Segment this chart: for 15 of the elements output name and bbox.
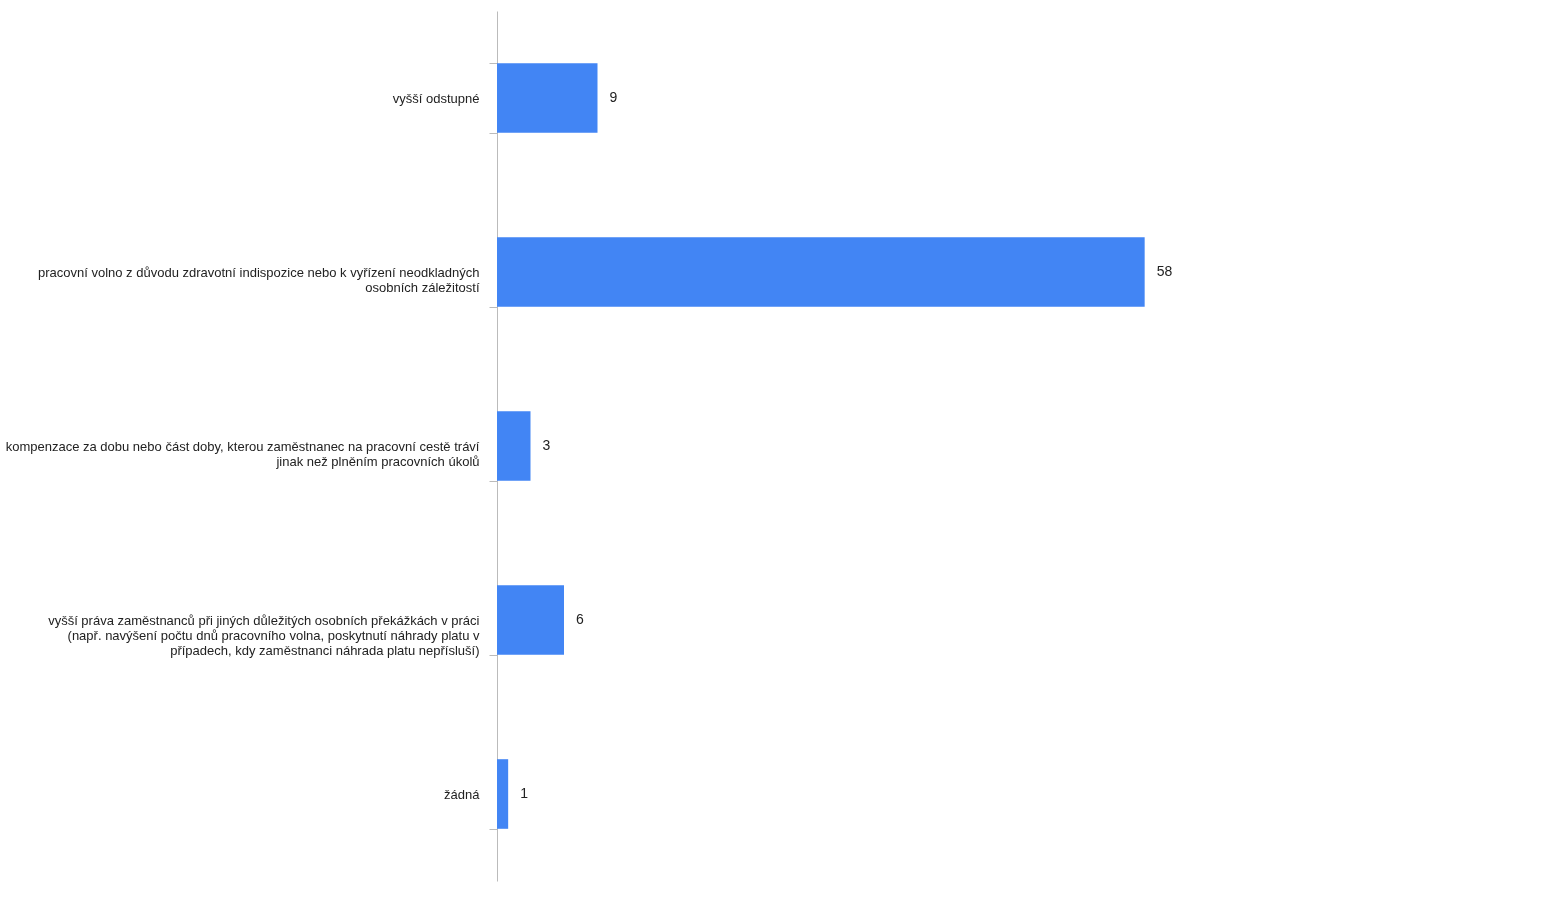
- bar: [497, 63, 598, 133]
- y-tick-label: vyšší práva zaměstnanců při jiných důležitých osobních překážkách v práci (např. navýšení počtu dnů pracovního volna, poskytnutí náhrady platu v případech, kdy zaměstnanci náhrada platu nepřísluší): [48, 612, 480, 658]
- y-tick-label: žádná: [444, 786, 481, 802]
- data-label: 1: [520, 785, 529, 801]
- data-label: 3: [542, 437, 551, 453]
- data-label: 58: [1156, 263, 1173, 279]
- y-tick-label: kompenzace za dobu nebo část doby, kterou zaměstnanec na pracovní cestě tráví jinak než plněním pracovních úkolů: [5, 438, 480, 469]
- y-tick-label: pracovní volno z důvodu zdravotní indispozice nebo k vyřízení neodkladných osobních záležitostí: [37, 264, 480, 295]
- bar: [497, 585, 564, 655]
- bar: [497, 237, 1145, 307]
- data-label: 9: [609, 89, 618, 105]
- bar: [497, 411, 531, 481]
- y-tick-label: vyšší odstupné: [392, 90, 480, 106]
- bar: [497, 759, 509, 829]
- data-label: 6: [576, 611, 584, 627]
